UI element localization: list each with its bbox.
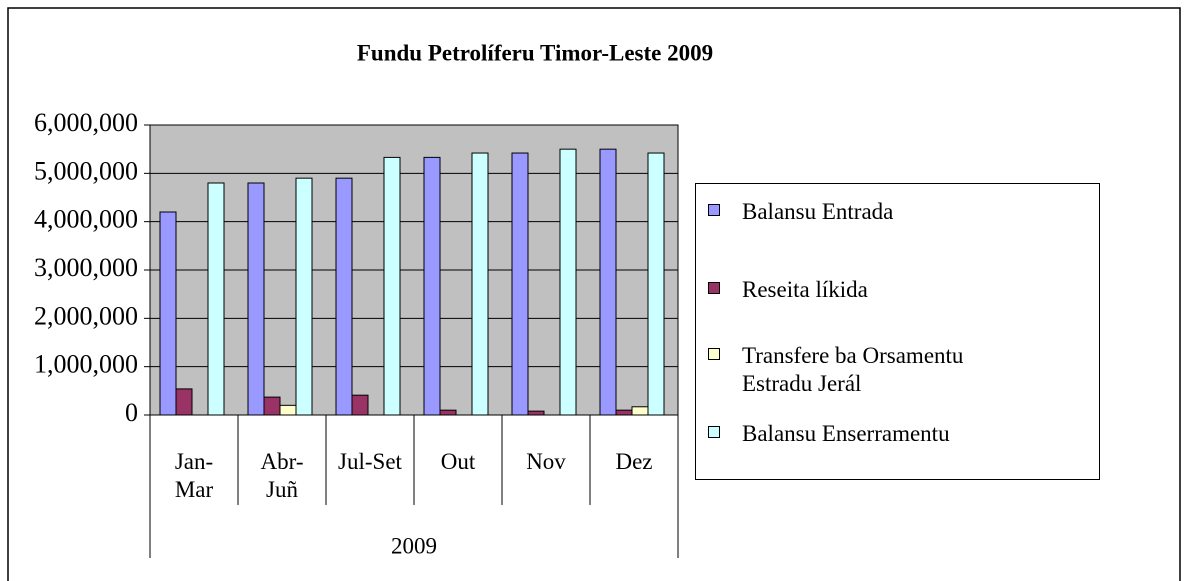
x-tick-label: Out [440,449,476,474]
bar [471,152,489,416]
legend-item: Transfere ba Orsamentu Estradu Jerál [708,342,992,398]
bar [295,177,313,416]
x-tick-label: Dez [615,449,653,474]
bar [159,211,177,416]
bar [615,409,633,416]
x-tick-label: Abr-Juñ [260,449,304,502]
legend-label: Transfere ba Orsamentu Estradu Jerál [742,343,964,396]
bar [175,388,193,416]
legend-label: Reseita líkida [742,277,868,302]
bar [631,406,649,416]
bar [247,182,265,416]
legend-item: Reseita líkida [708,276,992,304]
x-tick-label: Jan-Mar [174,449,214,502]
bar [511,152,529,416]
legend-swatch [708,426,720,438]
chart-border [7,7,1181,581]
bar [279,404,297,416]
bar [383,156,401,416]
bar [423,156,441,416]
x-tick-label: Nov [526,449,566,474]
bar [207,182,225,416]
bar [599,148,617,416]
y-tick-label: 3,000,000 [34,253,138,282]
y-tick-label: 1,000,000 [34,350,138,379]
legend-item: Balansu Entrada [708,198,992,226]
legend-label: Balansu Entrada [742,199,894,224]
x-tick-label: Jul-Set [338,449,402,474]
legend-item: Balansu Enserramentu [708,420,992,448]
y-tick-label: 2,000,000 [34,301,138,330]
chart-title: Fundu Petrolíferu Timor-Leste 2009 [357,40,713,65]
bar [335,177,353,416]
legend-swatch [708,348,720,360]
legend: Balansu Entrada Reseita líkida Transfere b… [695,183,1100,480]
y-tick-label: 0 [125,398,138,427]
bar [559,148,577,416]
y-tick-label: 6,000,000 [34,108,138,137]
legend-swatch [708,204,720,216]
bar [263,396,281,416]
bar [351,394,369,416]
bar [439,409,457,416]
bar [527,410,545,416]
y-tick-label: 5,000,000 [34,156,138,185]
y-tick-label: 4,000,000 [34,205,138,234]
bar [647,152,665,416]
legend-label: Balansu Enserramentu [742,421,950,446]
legend-swatch [708,282,720,294]
group-label: 2009 [391,533,437,558]
